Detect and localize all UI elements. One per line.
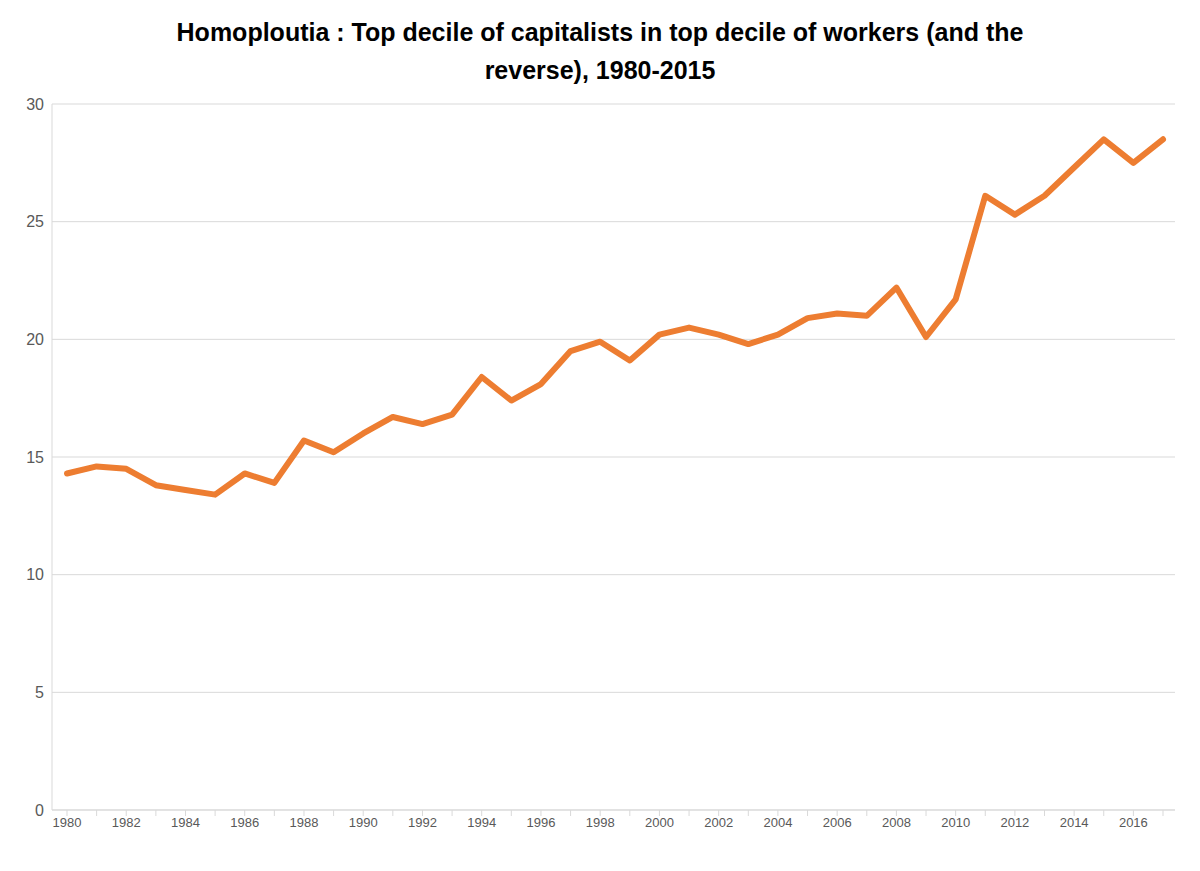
- svg-text:10: 10: [26, 566, 44, 583]
- svg-text:20: 20: [26, 331, 44, 348]
- svg-text:2014: 2014: [1060, 815, 1089, 830]
- svg-text:1986: 1986: [230, 815, 259, 830]
- svg-text:0: 0: [35, 802, 44, 819]
- svg-text:2016: 2016: [1119, 815, 1148, 830]
- svg-text:1980: 1980: [53, 815, 82, 830]
- svg-text:2004: 2004: [763, 815, 792, 830]
- html-text:Homoploutia : Top decile of ca: Homoploutia : Top decile of capitalists …: [176, 18, 1024, 84]
- svg-text:25: 25: [26, 213, 44, 230]
- svg-text:1992: 1992: [408, 815, 437, 830]
- svg-text:2006: 2006: [823, 815, 852, 830]
- svg-text:1998: 1998: [586, 815, 615, 830]
- svg-text:2010: 2010: [941, 815, 970, 830]
- svg-text:15: 15: [26, 449, 44, 466]
- svg-text:2012: 2012: [1000, 815, 1029, 830]
- svg-text:1990: 1990: [349, 815, 378, 830]
- svg-text:2002: 2002: [704, 815, 733, 830]
- svg-text:1982: 1982: [112, 815, 141, 830]
- svg-text:2000: 2000: [645, 815, 674, 830]
- svg-text:1996: 1996: [526, 815, 555, 830]
- svg-text:1988: 1988: [290, 815, 319, 830]
- svg-text:1984: 1984: [171, 815, 200, 830]
- svg-text:2008: 2008: [882, 815, 911, 830]
- svg-text:5: 5: [35, 684, 44, 701]
- svg-text:1994: 1994: [467, 815, 496, 830]
- svg-text:30: 30: [26, 96, 44, 113]
